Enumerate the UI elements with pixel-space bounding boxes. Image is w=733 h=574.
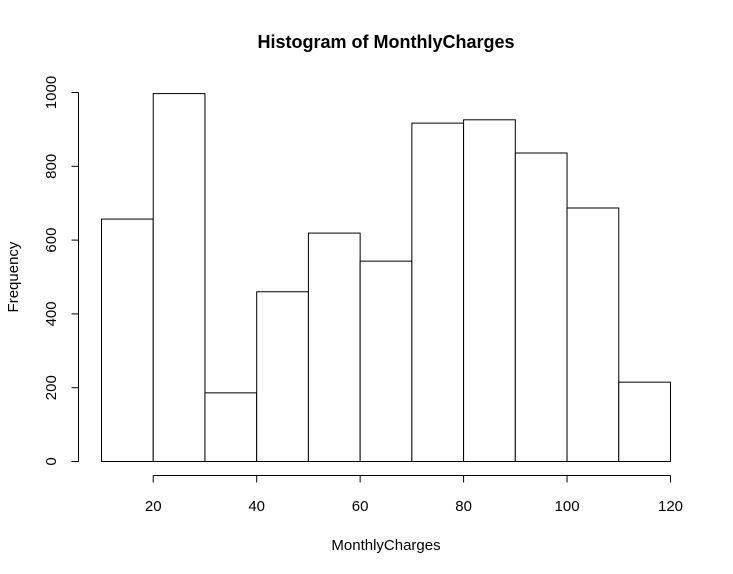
- x-tick-label: 100: [555, 498, 580, 515]
- x-axis: 20 40 60 80 100 120: [145, 475, 683, 515]
- y-tick-label: 400: [43, 301, 60, 326]
- histogram-bar: [204, 392, 258, 462]
- histogram-bar: [618, 381, 671, 463]
- y-tick-label: 800: [43, 154, 60, 179]
- histogram-bar: [256, 291, 309, 463]
- histogram-bar: [566, 207, 620, 462]
- histogram-bar: [101, 218, 154, 462]
- x-tick-label: 80: [455, 498, 472, 515]
- histogram-bar: [514, 152, 568, 463]
- y-axis-label: Frequency: [5, 241, 22, 312]
- histogram-bar: [359, 260, 413, 462]
- y-tick-label: 600: [43, 228, 60, 253]
- histogram-bar: [152, 93, 206, 463]
- y-tick-label: 0: [43, 457, 60, 465]
- x-tick-label: 60: [352, 498, 369, 515]
- y-tick-label: 200: [43, 375, 60, 400]
- x-tick-label: 120: [658, 498, 683, 515]
- histogram-bar: [307, 232, 361, 462]
- x-tick-label: 40: [248, 498, 265, 515]
- y-tick-label: 1000: [43, 76, 60, 109]
- histogram-bars: [101, 93, 671, 463]
- histogram-bar: [463, 119, 516, 462]
- histogram-bar: [411, 122, 465, 462]
- y-axis: 0 200 400 600 800 1000: [43, 76, 79, 466]
- x-axis-label: MonthlyCharges: [331, 537, 440, 554]
- x-tick-label: 20: [145, 498, 162, 515]
- chart-title: Histogram of MonthlyCharges: [257, 32, 514, 52]
